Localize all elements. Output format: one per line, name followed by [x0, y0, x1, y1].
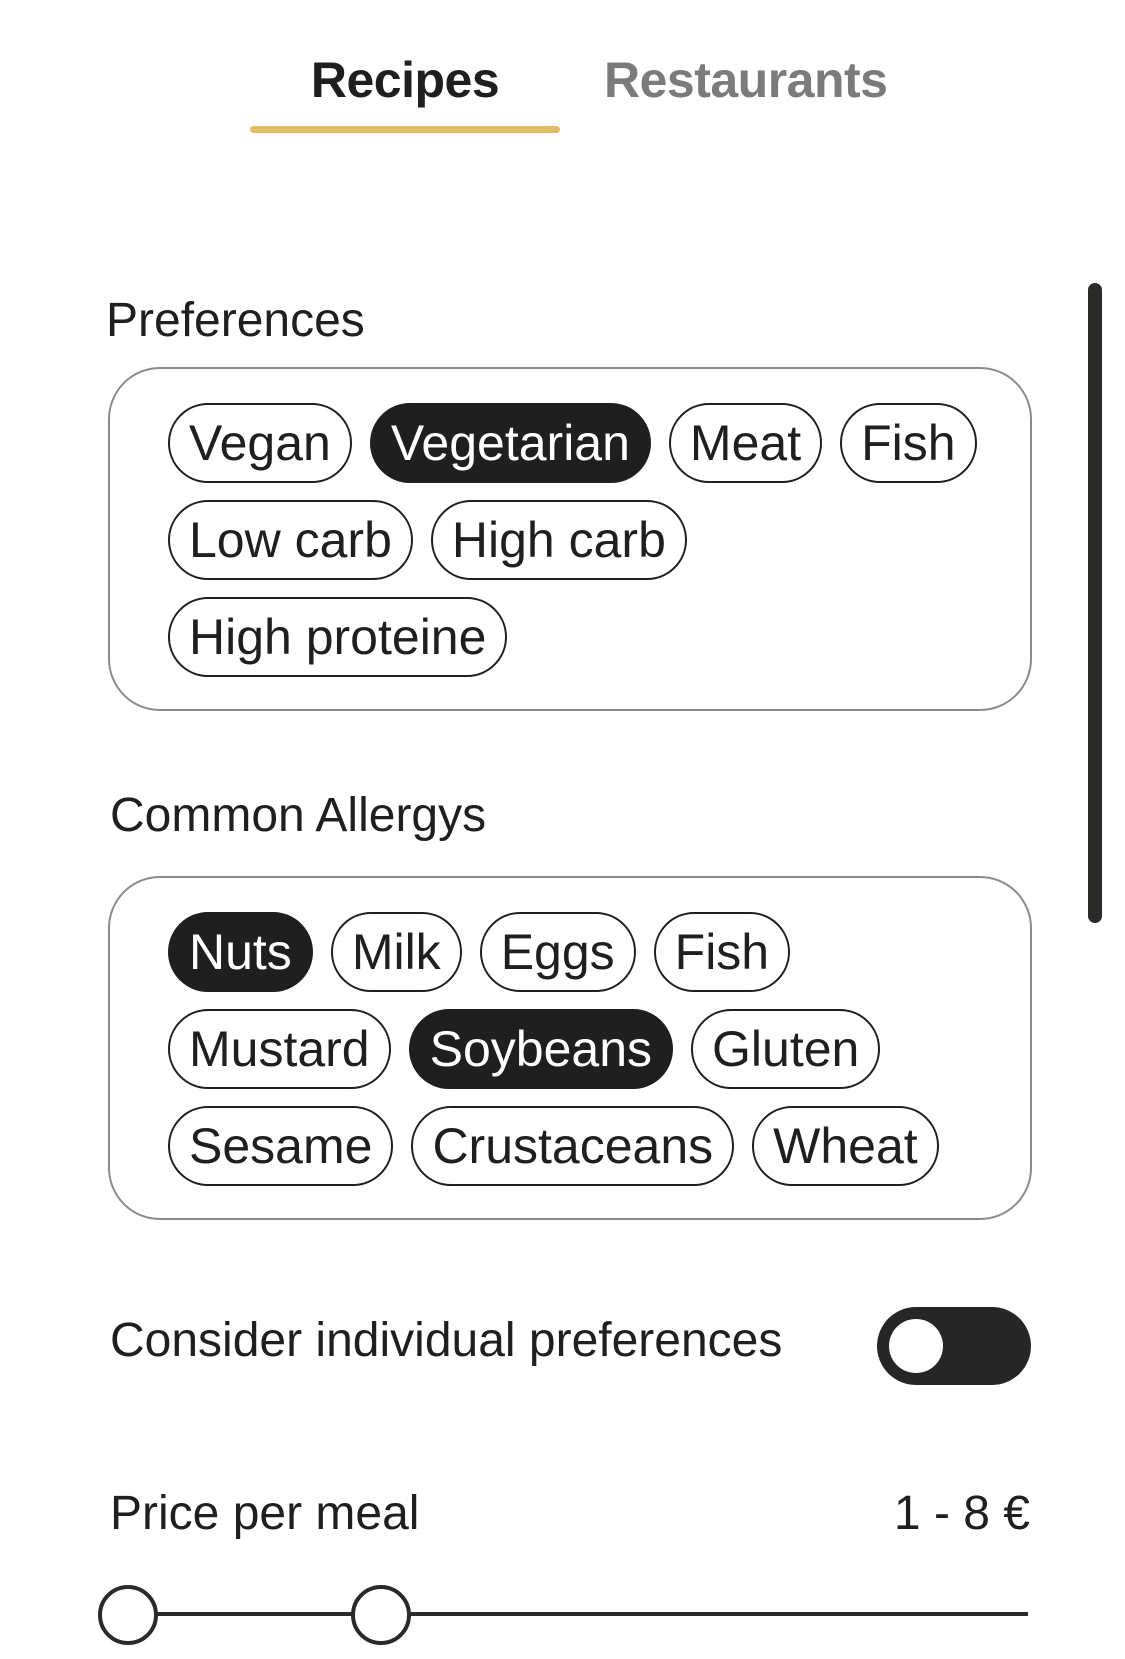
active-tab-indicator [250, 126, 560, 133]
price-range-slider[interactable] [98, 1585, 1028, 1645]
chip-gluten[interactable]: Gluten [691, 1009, 881, 1089]
individual-preferences-toggle[interactable] [877, 1307, 1031, 1385]
chip-meat[interactable]: Meat [668, 403, 823, 483]
chip-high-proteine[interactable]: High proteine [168, 597, 508, 677]
chip-eggs[interactable]: Eggs [479, 912, 636, 992]
scrollbar[interactable] [1088, 283, 1102, 923]
chip-fish-allergy[interactable]: Fish [653, 912, 791, 992]
chip-nuts[interactable]: Nuts [168, 912, 313, 992]
chip-high-carb[interactable]: High carb [430, 500, 687, 580]
chip-mustard[interactable]: Mustard [168, 1009, 391, 1089]
chip-soybeans[interactable]: Soybeans [408, 1009, 674, 1089]
allergies-chip-group: Nuts Milk Eggs Fish Mustard Soybeans Glu… [108, 876, 1032, 1220]
chip-milk[interactable]: Milk [330, 912, 462, 992]
toggle-knob[interactable] [889, 1319, 943, 1373]
price-per-meal-label: Price per meal [110, 1487, 420, 1540]
chip-vegan[interactable]: Vegan [168, 403, 352, 483]
tab-restaurants[interactable]: Restaurants [604, 52, 888, 108]
preferences-title: Preferences [106, 294, 365, 347]
chip-crustaceans[interactable]: Crustaceans [411, 1106, 735, 1186]
slider-thumb-min[interactable] [98, 1585, 158, 1645]
chip-low-carb[interactable]: Low carb [168, 500, 413, 580]
individual-preferences-label: Consider individual preferences [110, 1314, 783, 1367]
price-range-value: 1 - 8 € [893, 1487, 1030, 1540]
chip-sesame[interactable]: Sesame [168, 1106, 394, 1186]
slider-track[interactable] [108, 1612, 1028, 1616]
tab-recipes[interactable]: Recipes [310, 52, 500, 108]
preferences-chip-group: Vegan Vegetarian Meat Fish Low carb High… [108, 367, 1032, 711]
tab-bar: Recipes Restaurants [0, 0, 1125, 140]
chip-wheat[interactable]: Wheat [752, 1106, 939, 1186]
chip-fish[interactable]: Fish [840, 403, 977, 483]
chip-vegetarian[interactable]: Vegetarian [369, 403, 651, 483]
allergies-title: Common Allergys [110, 789, 487, 842]
slider-thumb-max[interactable] [351, 1585, 411, 1645]
